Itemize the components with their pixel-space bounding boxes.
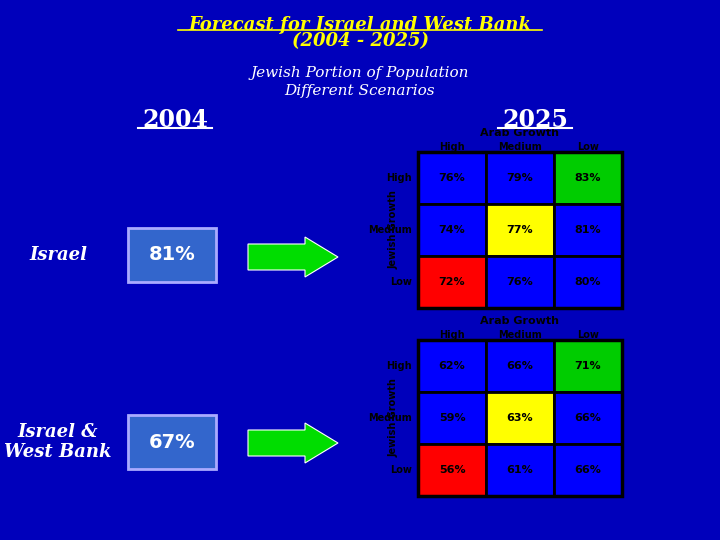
Bar <box>486 392 554 444</box>
Bar <box>486 444 554 496</box>
Bar <box>418 256 486 308</box>
Text: 66%: 66% <box>575 465 601 475</box>
Text: Jewish Growth: Jewish Growth <box>389 191 399 269</box>
Text: 56%: 56% <box>438 465 465 475</box>
Text: High: High <box>387 361 412 371</box>
Text: 76%: 76% <box>507 277 534 287</box>
Text: High: High <box>387 173 412 183</box>
Bar <box>486 340 554 392</box>
Text: Israel: Israel <box>29 246 87 264</box>
Text: Arab Growth: Arab Growth <box>480 128 559 138</box>
Text: 77%: 77% <box>507 225 534 235</box>
Text: High: High <box>439 142 465 152</box>
Text: Forecast for Israel and West Bank: Forecast for Israel and West Bank <box>189 16 531 34</box>
Text: 71%: 71% <box>575 361 601 371</box>
Text: 62%: 62% <box>438 361 465 371</box>
Bar <box>418 340 486 392</box>
Text: 79%: 79% <box>507 173 534 183</box>
Bar <box>128 415 216 469</box>
Bar <box>418 392 486 444</box>
Text: Medium: Medium <box>368 225 412 235</box>
Text: High: High <box>439 330 465 340</box>
Text: 63%: 63% <box>507 413 534 423</box>
Text: 2025: 2025 <box>502 108 568 132</box>
Text: 74%: 74% <box>438 225 465 235</box>
Text: Low: Low <box>577 142 599 152</box>
Bar <box>554 444 622 496</box>
Text: 67%: 67% <box>149 433 195 451</box>
Bar <box>554 256 622 308</box>
Text: Arab Growth: Arab Growth <box>480 316 559 326</box>
Text: Medium: Medium <box>368 413 412 423</box>
Polygon shape <box>248 237 338 277</box>
Bar <box>418 340 622 496</box>
Text: 61%: 61% <box>507 465 534 475</box>
Text: West Bank: West Bank <box>4 443 112 461</box>
Bar <box>418 444 486 496</box>
Text: Jewish Growth: Jewish Growth <box>389 379 399 457</box>
Bar <box>554 392 622 444</box>
Bar <box>418 152 486 204</box>
Text: Different Scenarios: Different Scenarios <box>284 84 436 98</box>
Text: 76%: 76% <box>438 173 465 183</box>
Text: Jewish Portion of Population: Jewish Portion of Population <box>251 66 469 80</box>
Text: 81%: 81% <box>148 246 195 265</box>
Text: Low: Low <box>577 330 599 340</box>
Text: Low: Low <box>390 277 412 287</box>
Bar <box>128 228 216 282</box>
Bar <box>554 152 622 204</box>
Text: 2004: 2004 <box>142 108 208 132</box>
Text: Medium: Medium <box>498 330 542 340</box>
Bar <box>418 204 486 256</box>
Text: 80%: 80% <box>575 277 601 287</box>
Text: Medium: Medium <box>498 142 542 152</box>
Bar <box>486 152 554 204</box>
Bar <box>554 204 622 256</box>
Bar <box>486 204 554 256</box>
Text: (2004 - 2025): (2004 - 2025) <box>292 32 428 50</box>
Text: Low: Low <box>390 465 412 475</box>
Text: 59%: 59% <box>438 413 465 423</box>
Text: Israel &: Israel & <box>18 423 98 441</box>
Bar <box>418 152 622 308</box>
Polygon shape <box>248 423 338 463</box>
Text: 66%: 66% <box>575 413 601 423</box>
Bar <box>486 256 554 308</box>
Text: 72%: 72% <box>438 277 465 287</box>
Bar <box>554 340 622 392</box>
Text: 83%: 83% <box>575 173 601 183</box>
Text: 81%: 81% <box>575 225 601 235</box>
Text: 66%: 66% <box>507 361 534 371</box>
